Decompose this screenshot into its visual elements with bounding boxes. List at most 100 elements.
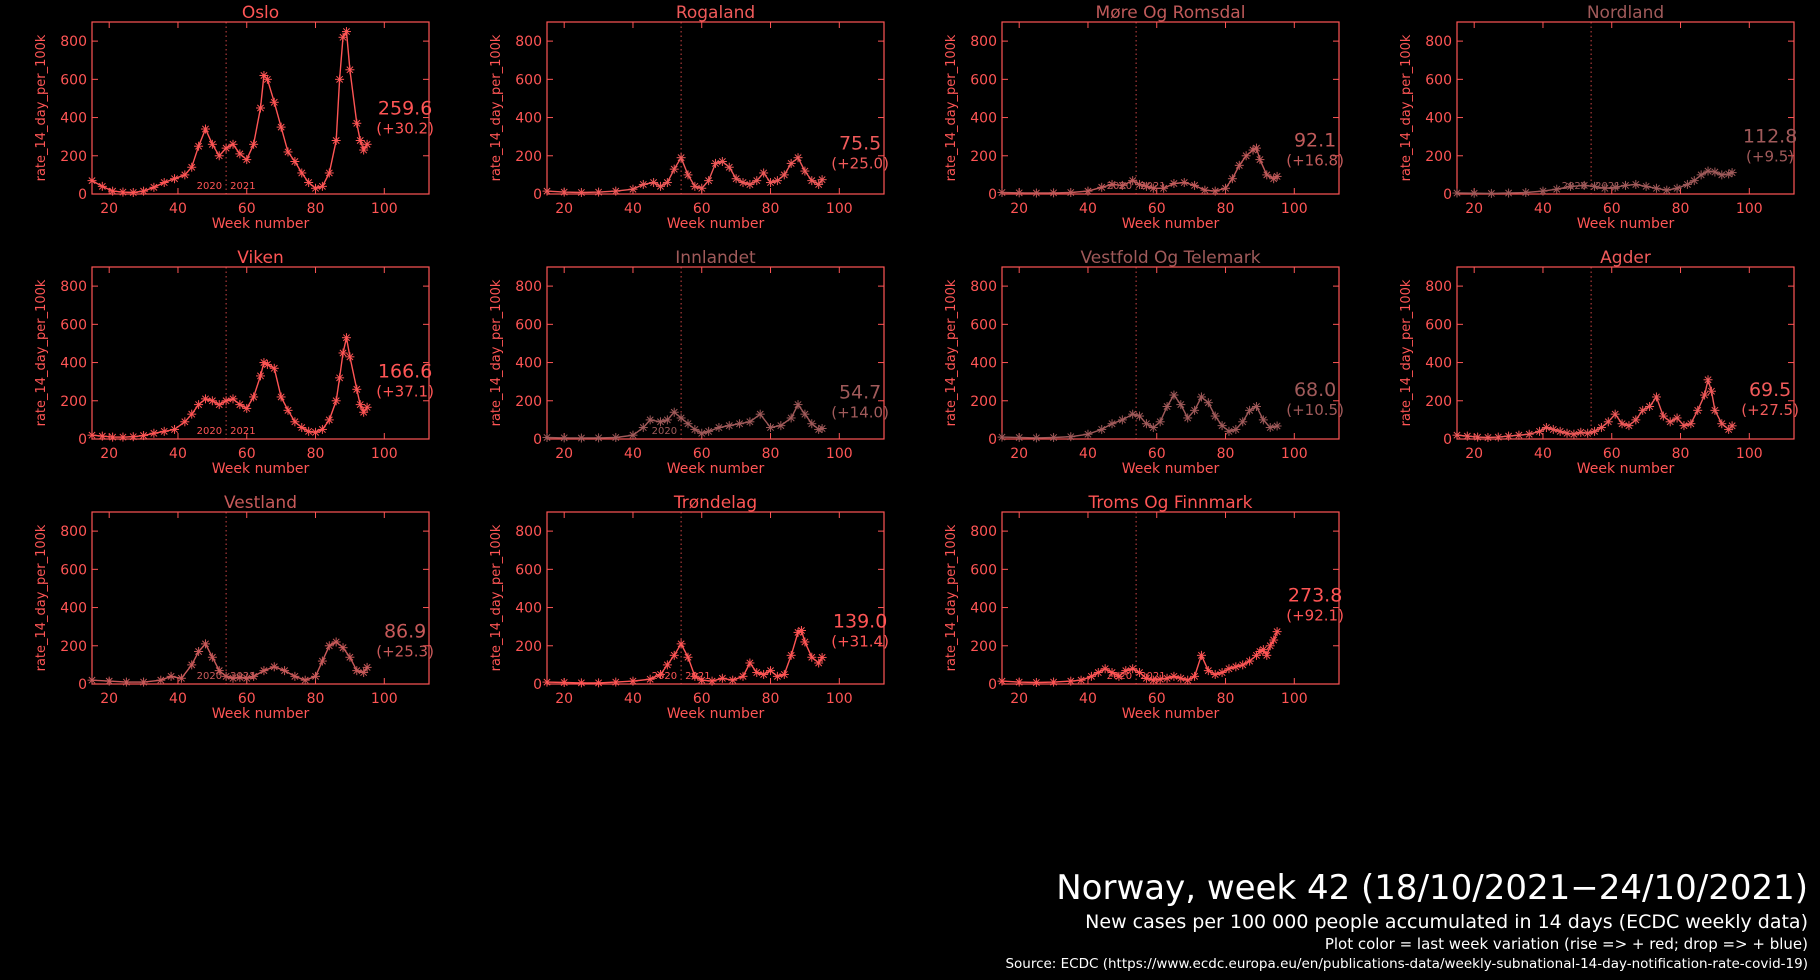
data-point — [690, 424, 700, 434]
x-tick-label: 40 — [1079, 201, 1097, 217]
data-point — [345, 65, 355, 75]
data-point — [269, 97, 279, 107]
x-tick-label: 20 — [1010, 201, 1028, 217]
data-point — [1514, 430, 1524, 440]
data-point — [362, 139, 372, 149]
y-tick-label: 600 — [970, 317, 997, 333]
y-tick-label: 400 — [970, 601, 997, 617]
data-point — [159, 178, 169, 188]
data-point — [1696, 170, 1706, 180]
x-tick-label: 100 — [371, 446, 398, 462]
data-point — [194, 400, 204, 410]
data-point — [683, 419, 693, 429]
data-point — [669, 650, 679, 660]
data-point — [776, 421, 786, 431]
data-point — [628, 184, 638, 194]
plot-frame — [1001, 266, 1340, 440]
x-tick-label: 40 — [1534, 201, 1552, 217]
data-point — [1603, 417, 1613, 427]
data-point — [324, 641, 334, 651]
data-point — [235, 400, 245, 410]
data-point — [1117, 180, 1127, 190]
x-axis-label: Week number — [212, 216, 310, 232]
x-tick-label: 60 — [693, 201, 711, 217]
data-point — [576, 187, 586, 197]
data-point — [352, 118, 362, 128]
data-point — [817, 652, 827, 662]
data-point — [1148, 183, 1158, 193]
data-point — [1473, 432, 1483, 442]
data-point — [242, 403, 252, 413]
data-point — [262, 359, 272, 369]
data-point — [1135, 668, 1145, 678]
data-point — [738, 671, 748, 681]
data-point — [1159, 183, 1169, 193]
x-tick-label: 80 — [307, 446, 325, 462]
data-point — [1727, 168, 1737, 178]
data-point — [1621, 180, 1630, 190]
data-point — [1717, 170, 1727, 180]
data-point — [1238, 417, 1248, 427]
y-tick-label: 200 — [1425, 394, 1452, 410]
data-point — [576, 678, 586, 688]
data-point — [290, 417, 300, 427]
data-point — [1241, 151, 1251, 161]
y-tick-label: 0 — [78, 432, 87, 448]
data-point — [214, 151, 224, 161]
data-point — [1662, 185, 1672, 195]
data-point — [655, 417, 665, 427]
panel-m-re-og-romsdal: 20 40 60 80 100 0 200 400 600 800 Møre Og Romsdal W… — [944, 3, 1344, 232]
x-tick-label: 100 — [371, 201, 398, 217]
x-tick-label: 40 — [169, 691, 187, 707]
y-axis-label: rate_14_day_per_100k — [1399, 34, 1414, 181]
data-point — [311, 183, 321, 193]
data-point — [249, 392, 259, 402]
data-point — [1552, 184, 1562, 194]
data-point — [645, 674, 655, 684]
data-point — [1176, 400, 1186, 410]
y-tick-label: 200 — [515, 394, 542, 410]
data-point — [1682, 179, 1692, 189]
data-point — [338, 32, 348, 42]
data-point — [772, 176, 782, 186]
x-tick-label: 60 — [693, 446, 711, 462]
data-point — [249, 671, 259, 681]
data-point — [655, 669, 665, 679]
data-point — [1541, 423, 1551, 433]
x-tick-label: 20 — [100, 446, 118, 462]
data-point — [118, 187, 128, 197]
y-tick-label: 200 — [60, 149, 87, 165]
data-point — [704, 176, 714, 186]
x-tick-label: 80 — [1672, 446, 1690, 462]
data-point — [1555, 426, 1565, 436]
weekly-change-label: (+37.1) — [376, 382, 434, 400]
data-point — [1179, 178, 1189, 188]
data-point — [1245, 405, 1255, 415]
x-axis-label: Week number — [212, 461, 310, 477]
data-point — [341, 333, 351, 343]
data-point — [717, 157, 727, 167]
data-point — [1031, 433, 1041, 443]
data-point — [1135, 411, 1145, 421]
data-point — [1590, 181, 1600, 191]
data-point — [638, 179, 648, 189]
y-axis-label: rate_14_day_per_100k — [34, 34, 49, 181]
data-point — [1258, 415, 1268, 425]
data-point — [1665, 417, 1675, 427]
data-point — [1224, 426, 1234, 436]
current-value-label: 273.8 — [1288, 585, 1342, 607]
data-point — [817, 423, 827, 433]
data-point — [235, 672, 245, 682]
data-point — [180, 417, 190, 427]
x-tick-label: 20 — [555, 201, 573, 217]
data-point — [814, 658, 824, 668]
data-point — [262, 74, 272, 84]
y-tick-label: 200 — [60, 394, 87, 410]
y-tick-label: 800 — [60, 34, 87, 50]
data-point — [300, 675, 310, 685]
current-value-label: 139.0 — [833, 610, 887, 632]
panel-tr-ndelag: 20 40 60 80 100 0 200 400 600 800 Trøndelag Week nu… — [489, 493, 889, 722]
x-tick-label: 20 — [1010, 446, 1028, 462]
panel-title: Nordland — [1587, 3, 1664, 23]
data-point — [194, 647, 204, 657]
